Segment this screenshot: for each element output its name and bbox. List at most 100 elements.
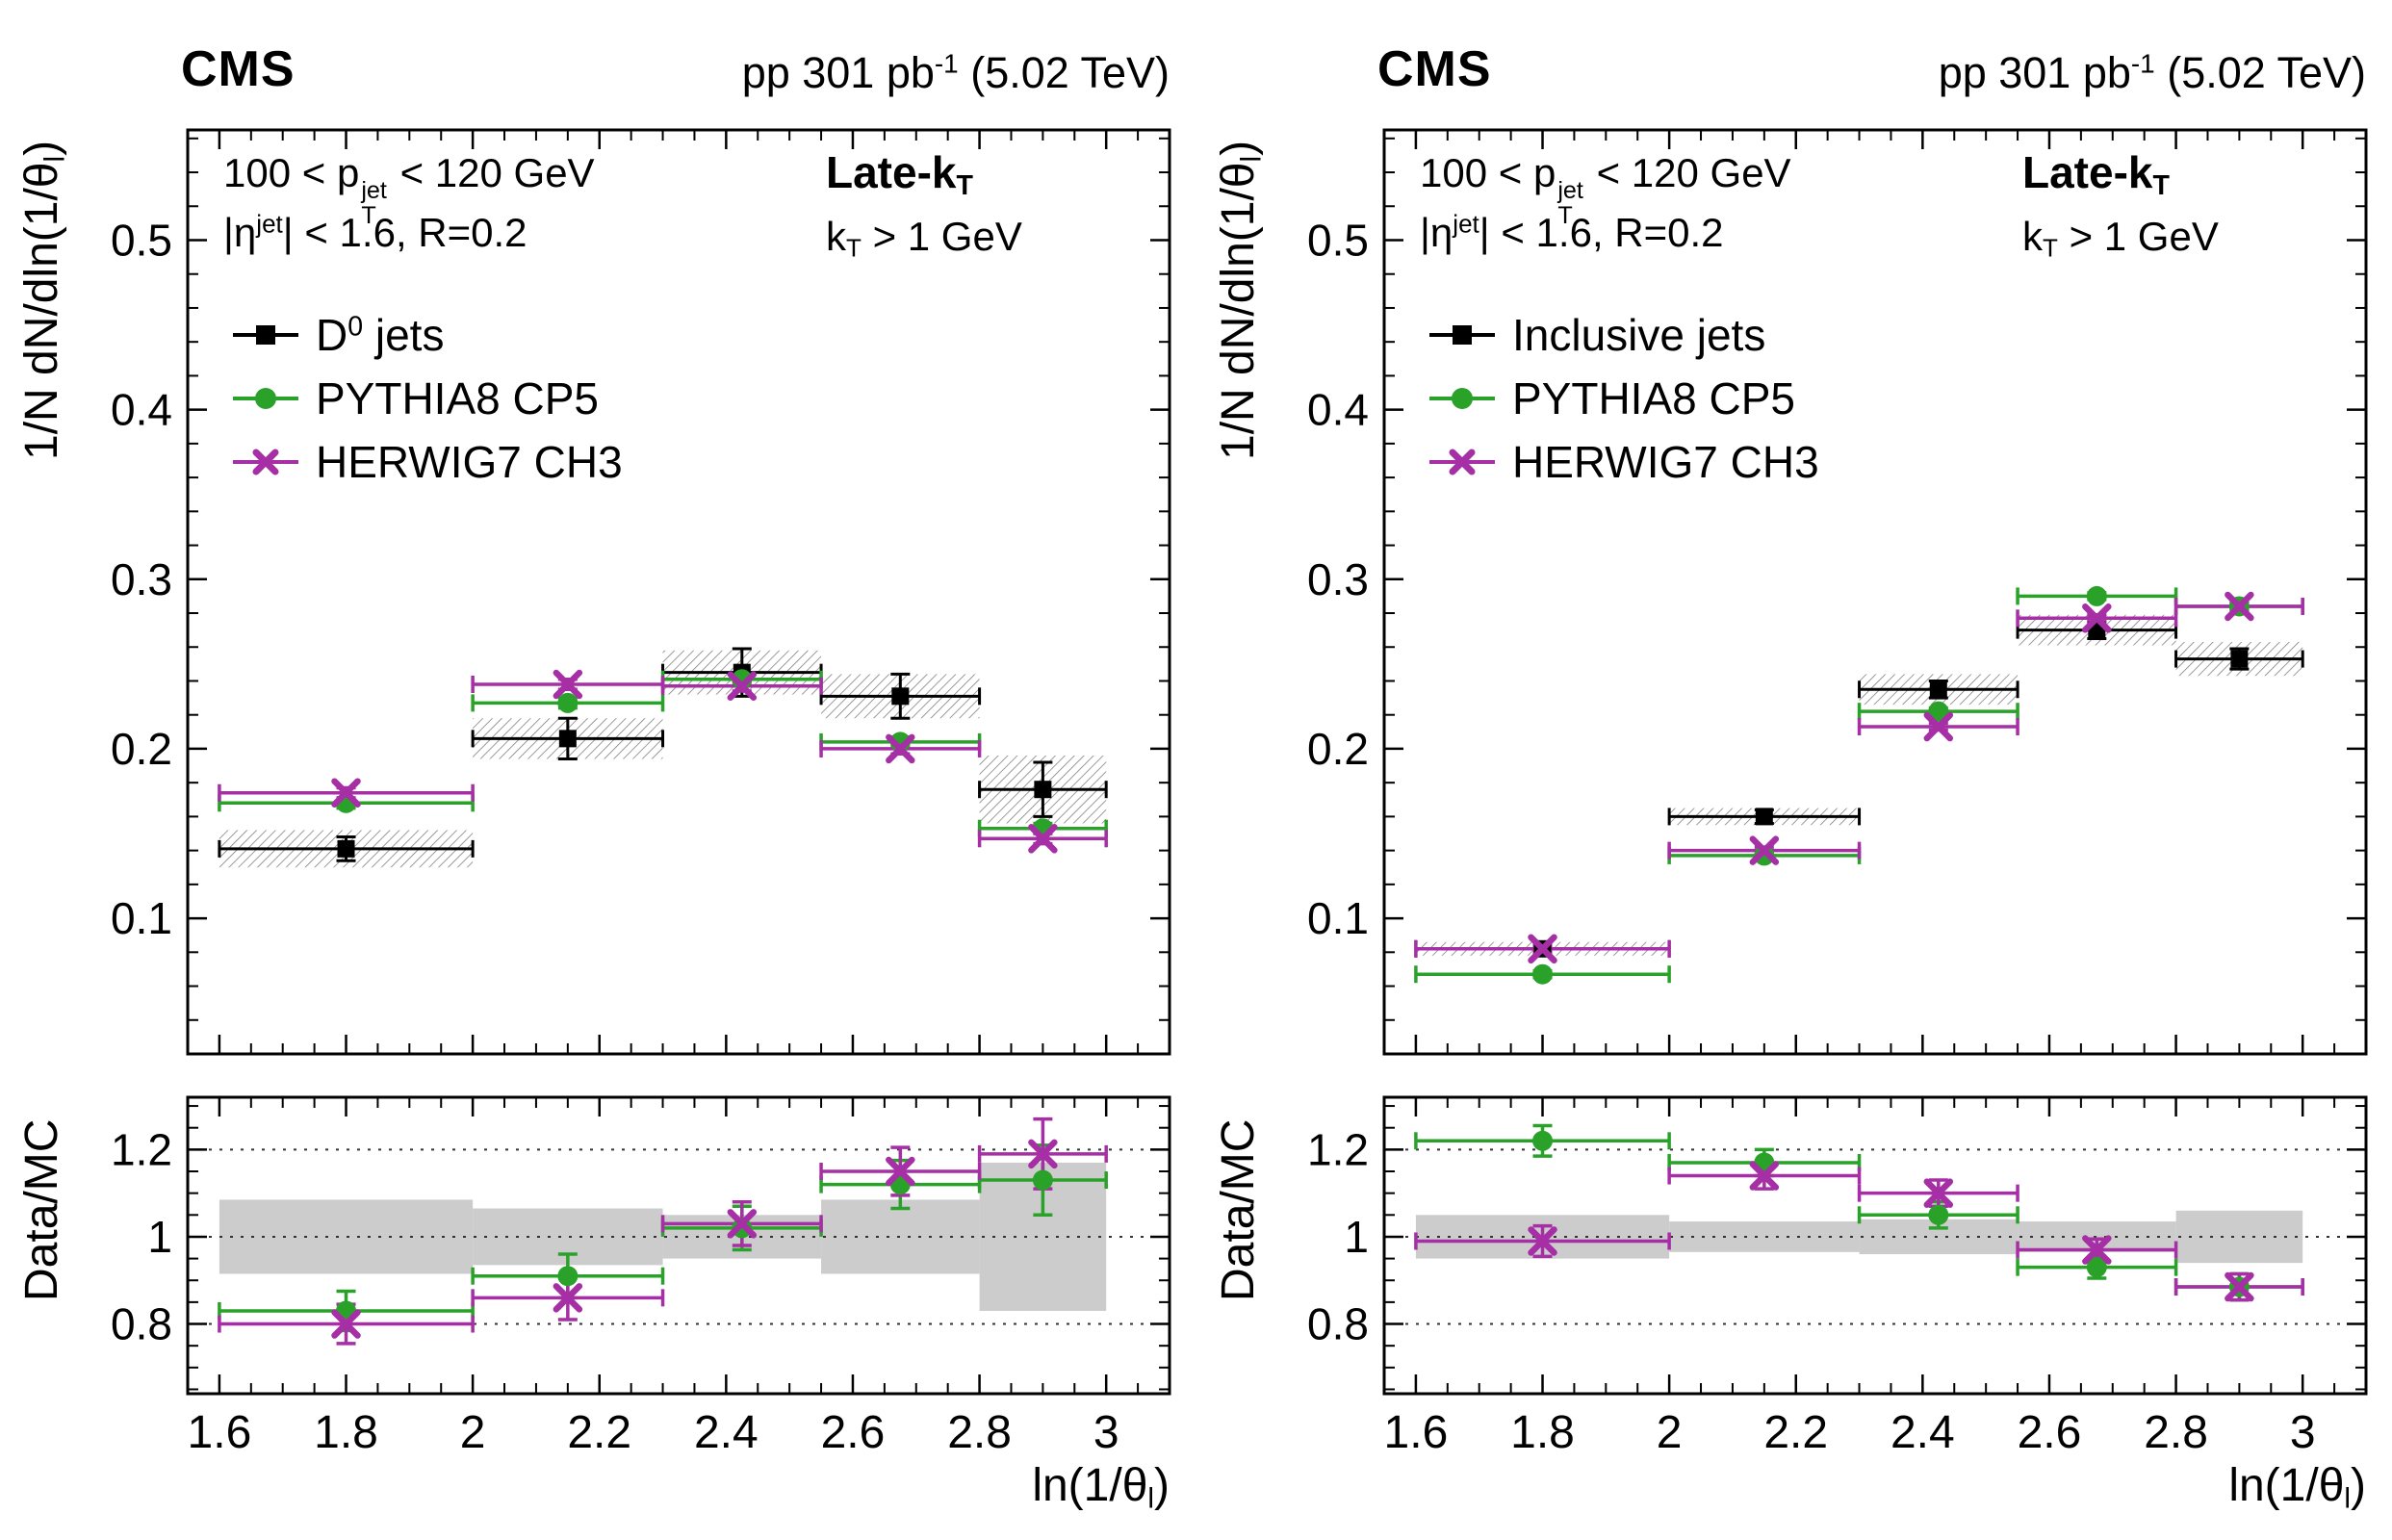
x-tick-label: 2.6: [821, 1407, 886, 1458]
data-point: [2082, 1235, 2112, 1265]
x-tick-label: 2.2: [567, 1407, 631, 1458]
cms-label: CMS: [1377, 41, 1492, 97]
y-tick-label: 1: [1344, 1212, 1369, 1262]
y-tick-label: 0.5: [111, 215, 172, 265]
ylabel-pre: 1/N dN/dln(1/θ: [16, 162, 67, 461]
right-chart-canvas: 0.1 0.2 0.3 0.4 0.5 0.8 1 1.2 1.6 1.8 2 2.2 2.4 2.6 2.…: [1307, 128, 2368, 1458]
ratio-y-axis-title: Data/MC: [1213, 1118, 1264, 1301]
data-point: [1032, 1169, 1053, 1191]
y-tick-label: 0.3: [1307, 554, 1369, 604]
tag-pre: Late-k: [826, 147, 957, 197]
cross-marker-icon: [233, 449, 298, 475]
eta-pre: |η: [223, 210, 257, 255]
pt-range-pre: 100 < p: [1420, 150, 1556, 195]
x-tick-label: 2.4: [694, 1407, 759, 1458]
x-tick-label: 2.4: [1890, 1407, 1955, 1458]
legend-label-pythia: PYTHIA8 CP5: [316, 372, 599, 424]
legend-data-sup: 0: [347, 311, 364, 343]
legend-item-herwig: HERWIG7 CH3: [231, 437, 623, 487]
square-marker-icon: [1429, 325, 1495, 345]
data-point: [1928, 701, 1949, 722]
circle-marker-icon: [233, 388, 298, 409]
lumi-exponent: -1: [934, 48, 959, 79]
data-point: [1755, 808, 1773, 826]
lumi-text: pp 301 pb: [1938, 48, 2131, 97]
legend-label-herwig: HERWIG7 CH3: [1512, 436, 1819, 488]
legend-label-data: Inclusive jets: [1512, 309, 1765, 361]
x-tick-label: 2.8: [2144, 1407, 2208, 1458]
x-tick-label: 2.2: [1763, 1407, 1828, 1458]
y-tick-label: 0.4: [1307, 385, 1369, 435]
left-chart-canvas: 0.1 0.2 0.3 0.4 0.5 0.8 1 1.2 1.6 1.8 2 2.2 2.4 2.6 2.…: [111, 128, 1171, 1458]
cut-pre: k: [826, 214, 846, 259]
data-point: [2086, 585, 2107, 606]
right-ratio-plot: 0.8 1 1.2 1.6 1.8 2 2.2 2.4 2.6 2.8 3: [1307, 1095, 2368, 1458]
data-point: [1928, 1204, 1949, 1225]
legend: Inclusive jets PYTHIA8 CP5 HERWIG7 CH3: [1427, 310, 1819, 487]
data-point: [553, 669, 583, 700]
y-tick-label: 0.8: [111, 1299, 172, 1349]
kt-cut-label: kT > 1 GeV: [826, 214, 1022, 261]
cut-sub: T: [2043, 233, 2058, 263]
pt-range-pre: 100 < p: [223, 150, 360, 195]
data-point: [1532, 963, 1554, 985]
plot-frame: [186, 128, 1171, 1056]
data-point: [557, 692, 579, 713]
lumi-energy: (5.02 TeV): [2154, 48, 2366, 97]
data-point: [1923, 1178, 1954, 1208]
right-main-plot: 0.1 0.2 0.3 0.4 0.5: [1307, 128, 2368, 1056]
left-main-plot: 0.1 0.2 0.3 0.4 0.5: [111, 128, 1171, 1056]
x-axis-title: ln(1/θl): [1032, 1459, 1170, 1515]
data-point: [2225, 1271, 2254, 1302]
ylabel-sub: l: [39, 155, 71, 163]
data-point: [2230, 650, 2249, 668]
series-herwig7-ch3: [1414, 597, 2304, 958]
lumi-exponent: -1: [2130, 48, 2155, 79]
series-pythia8-cp5: [1414, 587, 2304, 984]
legend-item-pythia: PYTHIA8 CP5: [1427, 373, 1819, 424]
legend-herwig-text: HERWIG7 CH3: [1512, 437, 1819, 487]
data-point: [1034, 781, 1052, 799]
uncertainty-band: [219, 1199, 474, 1274]
x-tick-label: 1.8: [314, 1407, 378, 1458]
lumi-energy: (5.02 TeV): [958, 48, 1170, 97]
legend-data-pre: D: [316, 310, 348, 360]
cut-pre: k: [2022, 214, 2043, 259]
lumi-text: pp 301 pb: [741, 48, 935, 97]
pt-sup: jet: [1557, 177, 1583, 205]
data-point: [886, 1156, 915, 1187]
y-tick-label: 0.4: [111, 385, 172, 435]
tag-pre: Late-k: [2022, 147, 2153, 197]
uncertainty-band: [1669, 1221, 1860, 1252]
x-tick-label: 3: [2290, 1407, 2316, 1458]
data-point: [2086, 1257, 2107, 1278]
left-ratio-plot: 0.8 1 1.2 1.6 1.8 2 2.2 2.4 2.6 2.8 3: [111, 1095, 1171, 1458]
data-point: [557, 1266, 579, 1287]
pt-sub: T: [361, 201, 376, 229]
pt-supsub: jet T: [361, 178, 387, 229]
eta-pre: |η: [1420, 210, 1453, 255]
ylabel-post: ): [16, 140, 67, 156]
xlabel-pre: ln(1/θ: [1032, 1460, 1148, 1511]
y-tick-label: 0.2: [111, 724, 172, 774]
data-point: [1028, 824, 1058, 854]
uncertainty-band: [821, 1199, 980, 1274]
cut-post: > 1 GeV: [2057, 214, 2219, 259]
y-tick-label: 1.2: [1307, 1124, 1369, 1174]
panel-dzero-jets: 0.1 0.2 0.3 0.4 0.5 0.8 1 1.2 1.6 1.8 2 2.2 2.4 2.6 2.…: [16, 41, 1171, 1515]
data-point: [331, 1309, 361, 1339]
pt-range-post: < 120 GeV: [1584, 150, 1791, 195]
xlabel-sub: l: [1147, 1482, 1155, 1515]
data-point: [553, 1283, 583, 1313]
data-point: [2082, 603, 2112, 633]
data-point: [891, 687, 910, 706]
x-tick-label: 1.6: [188, 1407, 252, 1458]
kt-cut-label: kT > 1 GeV: [2022, 214, 2219, 263]
legend-data-post: jets: [363, 310, 445, 360]
y-tick-label: 0.3: [111, 554, 172, 604]
x-tick-label: 1.6: [1384, 1407, 1449, 1458]
data-point: [886, 733, 915, 764]
data-point: [1532, 1130, 1554, 1151]
x-tick-label: 2: [460, 1407, 486, 1458]
